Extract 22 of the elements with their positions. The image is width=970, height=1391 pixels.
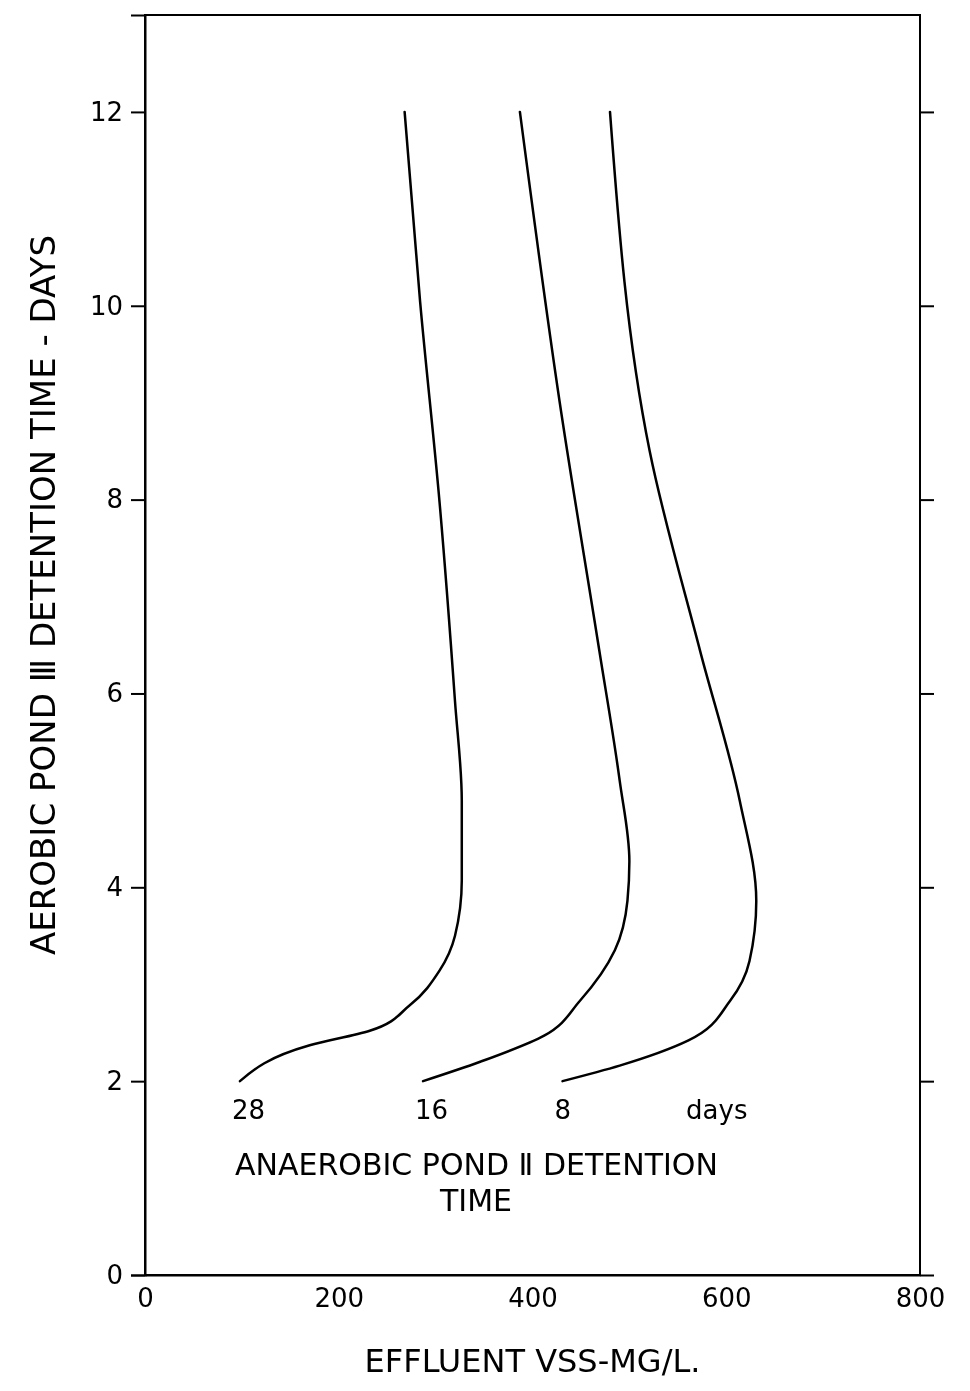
x-tick-label: 200: [314, 1283, 365, 1314]
y-tick-label: 8: [106, 484, 123, 515]
series-label: 8: [554, 1095, 572, 1126]
line-series: [238, 110, 464, 1083]
series-label: 28: [231, 1095, 266, 1126]
y-tick-label: 12: [89, 96, 123, 127]
y-axis-title: AEROBIC POND Ⅲ DETENTION TIME - DAYS: [23, 234, 63, 956]
x-tick-label: 400: [508, 1283, 558, 1314]
series-label: 16: [415, 1095, 449, 1126]
y-tick-label: 4: [106, 872, 123, 903]
y-tick-label: 0: [106, 1259, 123, 1290]
y-tick-label: 6: [106, 678, 123, 709]
x-tick-label: 600: [701, 1283, 752, 1314]
line-series: [561, 110, 758, 1083]
x-tick-label: 0: [137, 1283, 154, 1314]
line-series: [421, 110, 631, 1083]
y-tick-label: 10: [89, 290, 123, 321]
x-axis-title: EFFLUENT VSS-MG/L.: [364, 1342, 701, 1380]
y-tick-label: 2: [106, 1065, 123, 1096]
annotation: days: [686, 1095, 748, 1126]
x-tick-label: 800: [895, 1283, 946, 1314]
annotation: ANAEROBIC POND Ⅱ DETENTION TIME: [235, 1147, 718, 1218]
